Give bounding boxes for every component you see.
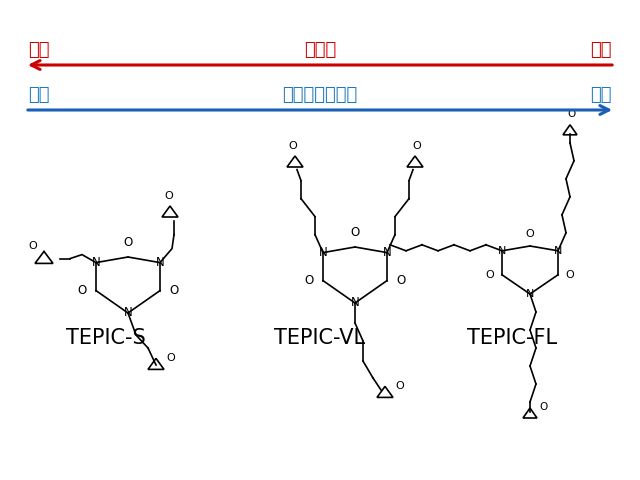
Text: エポキシ基鎖長: エポキシ基鎖長 bbox=[282, 86, 358, 104]
Text: N: N bbox=[383, 246, 392, 259]
Text: O: O bbox=[164, 191, 173, 201]
Text: O: O bbox=[170, 284, 179, 297]
Text: O: O bbox=[289, 141, 298, 151]
Text: N: N bbox=[351, 297, 360, 310]
Text: N: N bbox=[526, 289, 534, 299]
Text: O: O bbox=[396, 274, 406, 287]
Text: O: O bbox=[395, 381, 404, 391]
Text: N: N bbox=[319, 246, 328, 259]
Text: N: N bbox=[498, 246, 506, 256]
Text: 低い: 低い bbox=[591, 41, 612, 59]
Text: O: O bbox=[566, 270, 574, 280]
Text: O: O bbox=[539, 402, 547, 412]
Text: 耕熱性: 耕熱性 bbox=[304, 41, 336, 59]
Text: O: O bbox=[525, 229, 534, 239]
Text: 短い: 短い bbox=[28, 86, 49, 104]
Text: TEPIC-S: TEPIC-S bbox=[66, 328, 145, 348]
Text: N: N bbox=[92, 256, 100, 269]
Text: O: O bbox=[77, 284, 86, 297]
Text: O: O bbox=[124, 237, 132, 250]
Text: O: O bbox=[305, 274, 314, 287]
Text: O: O bbox=[413, 141, 421, 151]
Text: O: O bbox=[350, 227, 360, 240]
Text: 高い: 高い bbox=[28, 41, 49, 59]
Text: N: N bbox=[554, 246, 562, 256]
Text: N: N bbox=[124, 307, 132, 320]
Text: O: O bbox=[29, 240, 37, 251]
Text: N: N bbox=[156, 256, 164, 269]
Text: O: O bbox=[486, 270, 494, 280]
Text: O: O bbox=[166, 353, 175, 363]
Text: TEPIC-FL: TEPIC-FL bbox=[467, 328, 557, 348]
Text: 長い: 長い bbox=[591, 86, 612, 104]
Text: O: O bbox=[568, 109, 576, 119]
Text: TEPIC-VL: TEPIC-VL bbox=[275, 328, 365, 348]
